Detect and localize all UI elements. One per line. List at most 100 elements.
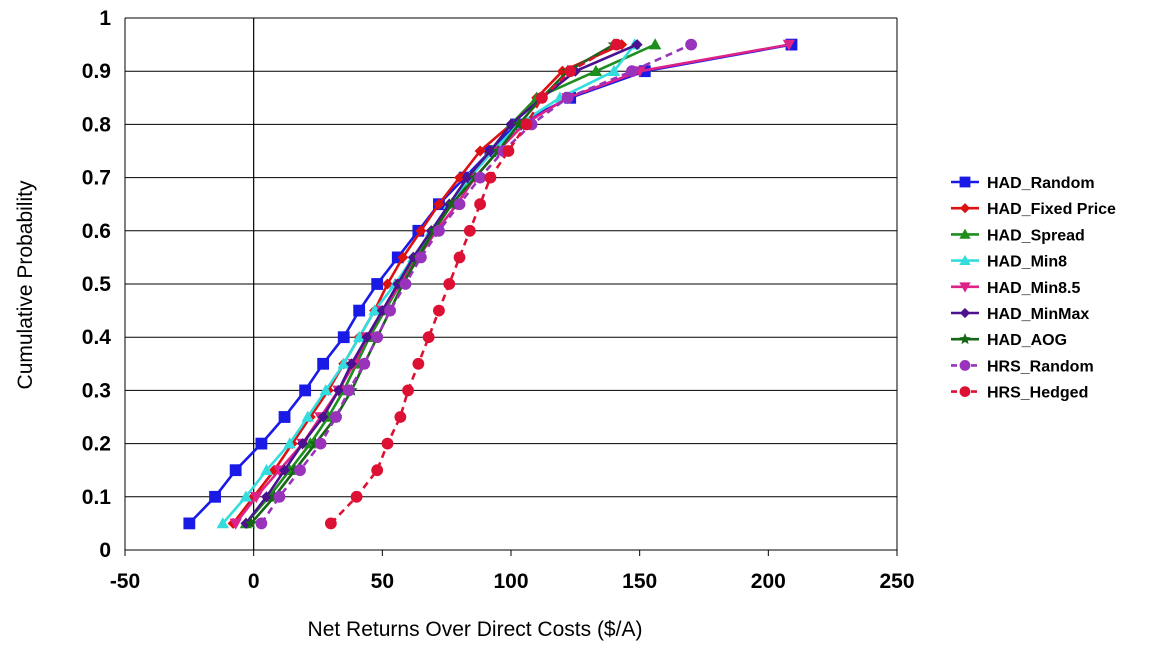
legend-entry: HRS_Random (951, 358, 1094, 375)
data-point (589, 64, 603, 76)
data-point (337, 357, 350, 369)
legend-entry: HRS_Hedged (951, 385, 1088, 402)
data-point (350, 490, 363, 503)
y-tick-label: 0.1 (82, 486, 112, 509)
data-point (260, 463, 273, 476)
x-tick-label: 100 (493, 570, 528, 593)
y-tick-label: 0.7 (82, 167, 111, 190)
y-tick-label: 0.2 (82, 433, 111, 456)
data-point (279, 464, 291, 476)
data-point (283, 437, 296, 449)
legend-label: HAD_Random (987, 175, 1095, 192)
legend-entry: HAD_Min8.5 (951, 280, 1080, 297)
data-point (216, 517, 229, 529)
data-point (454, 172, 466, 184)
data-point (474, 145, 486, 157)
legend-label: HAD_MinMax (987, 306, 1089, 323)
data-point (443, 278, 456, 290)
data-point (502, 145, 515, 157)
data-point (381, 278, 393, 290)
data-point (397, 251, 409, 263)
x-tick-label: 200 (751, 570, 786, 593)
data-point (535, 91, 548, 104)
data-point (484, 171, 497, 184)
legend-marker (959, 254, 971, 266)
data-point (250, 491, 263, 504)
data-point (782, 39, 796, 51)
legend-entry: HAD_MinMax (951, 306, 1089, 323)
data-point (474, 198, 487, 211)
data-point (337, 331, 350, 344)
legend-label: HRS_Random (987, 358, 1094, 375)
y-tick-label: 0.4 (82, 326, 112, 349)
y-tick-label: 0.6 (82, 220, 111, 243)
legend-entry: HAD_Random (951, 175, 1095, 192)
y-tick-label: 0.5 (82, 273, 112, 296)
data-point (631, 39, 643, 51)
data-point (352, 330, 366, 343)
x-tick-label: 0 (248, 570, 260, 593)
data-point (333, 384, 345, 396)
legend-marker (959, 359, 971, 371)
series-hrs-hedged (324, 38, 623, 530)
data-point (299, 384, 312, 397)
data-point (453, 198, 466, 211)
legend-marker (959, 307, 971, 319)
legend-entry: HAD_Fixed Price (951, 201, 1116, 218)
data-point (294, 464, 306, 477)
x-tick-label: 50 (371, 570, 394, 593)
data-point (371, 331, 384, 344)
series-group (183, 38, 798, 530)
data-point (610, 38, 623, 51)
data-point (273, 490, 286, 503)
data-point (317, 411, 329, 423)
data-point (229, 464, 242, 477)
data-point (453, 251, 466, 264)
legend-label: HRS_Hedged (987, 385, 1088, 402)
data-point (317, 357, 330, 370)
data-point (415, 225, 427, 237)
data-point (319, 384, 332, 396)
data-point (255, 517, 268, 530)
data-point (415, 251, 427, 264)
data-point (345, 358, 357, 370)
legend-entry: HAD_Spread (951, 227, 1085, 244)
x-tick-label: 150 (622, 570, 657, 593)
legend-label: HAD_AOG (987, 332, 1067, 349)
data-point (412, 357, 425, 370)
data-point (255, 437, 268, 450)
data-point (433, 224, 445, 237)
data-point (209, 490, 221, 503)
data-point (564, 65, 577, 78)
data-point (239, 490, 253, 502)
series-had-min8-5 (229, 39, 796, 530)
data-point (314, 437, 327, 450)
data-point (402, 384, 414, 397)
data-point (371, 464, 384, 477)
legend-label: HAD_Min8 (987, 254, 1067, 271)
data-point (626, 65, 638, 78)
legend-marker (959, 228, 971, 239)
data-point (353, 304, 366, 317)
data-point (474, 171, 487, 184)
data-point (301, 410, 314, 422)
x-tick-label: 250 (879, 570, 914, 593)
data-point (330, 411, 342, 423)
data-point (358, 357, 371, 370)
data-point (399, 278, 412, 290)
data-point (297, 438, 309, 450)
y-tick-label: 1 (99, 7, 111, 30)
data-point (394, 411, 407, 423)
y-axis-title: Cumulative Probability (14, 180, 37, 389)
legend-marker (959, 176, 971, 188)
legend-marker (959, 203, 971, 214)
data-point (229, 518, 242, 530)
legend-marker (959, 386, 971, 398)
data-point (422, 331, 435, 344)
legend-marker (959, 282, 971, 293)
data-point (244, 516, 258, 529)
data-point (607, 64, 621, 76)
series-had-min8 (216, 38, 641, 529)
data-point (463, 224, 476, 237)
data-point (520, 118, 533, 131)
